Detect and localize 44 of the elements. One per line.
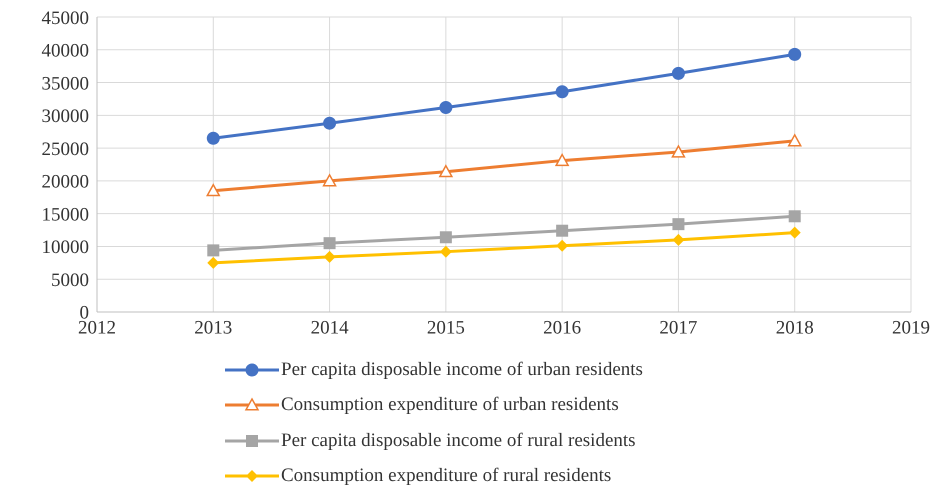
point: [324, 237, 336, 250]
point: [440, 246, 452, 258]
y-tick-label: 40000: [42, 40, 89, 62]
y-tick-label: 20000: [42, 172, 89, 193]
point: [323, 116, 336, 130]
point: [555, 154, 569, 166]
y-tick-label: 45000: [42, 8, 89, 29]
y-tick-label: 30000: [42, 106, 89, 128]
point: [439, 164, 453, 178]
point: [788, 134, 802, 146]
legend-label: Consumption expenditure of urban residents: [281, 394, 619, 416]
point: [439, 100, 452, 114]
x-tick-label: 2016: [543, 317, 582, 338]
point: [322, 174, 336, 186]
point: [788, 226, 801, 239]
point: [672, 218, 684, 230]
y-tick-label: 15000: [42, 204, 89, 226]
x-tick-label: 2013: [194, 317, 232, 338]
x-tick-label: 2019: [892, 317, 930, 338]
x-tick-label: 2018: [776, 317, 814, 338]
point: [788, 210, 801, 222]
x-tick-label: 2014: [310, 317, 350, 338]
y-tick-label: 10000: [42, 237, 89, 258]
point: [672, 145, 686, 158]
point: [556, 224, 568, 237]
y-tick-label: 25000: [42, 138, 89, 160]
point: [206, 184, 220, 196]
y-tick-label: 5000: [51, 270, 89, 291]
point: [207, 244, 220, 256]
legend-label: Consumption expenditure of rural residents: [281, 465, 612, 488]
point: [206, 132, 220, 145]
point: [440, 231, 452, 244]
legend-label: Per capita disposable income of urban residents: [281, 358, 643, 381]
point: [324, 250, 336, 263]
point: [672, 234, 684, 246]
point: [788, 48, 802, 61]
point: [207, 256, 220, 269]
point: [672, 66, 685, 80]
legend-label: Per capita disposable income of rural residents: [281, 430, 636, 452]
point: [556, 240, 568, 252]
x-tick-label: 2015: [426, 317, 465, 338]
point: [556, 85, 569, 98]
x-tick-label: 2017: [659, 317, 698, 338]
y-tick-label: 35000: [42, 73, 89, 94]
